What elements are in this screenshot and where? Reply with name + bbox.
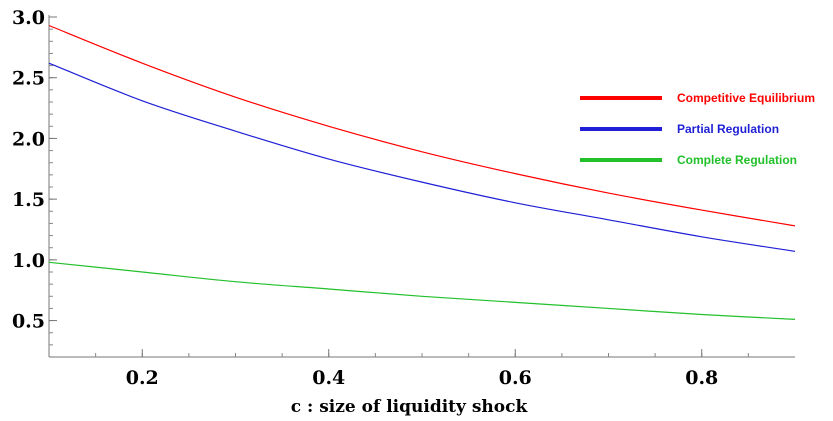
legend-label-partial-regulation: Partial Regulation <box>677 122 779 136</box>
series-line-partial-regulation <box>48 62 796 252</box>
y-tick-label: 0.5 <box>12 311 45 333</box>
y-tick-label: 1.5 <box>12 189 45 211</box>
tick-labels: 0.2 0.4 0.6 0.8 0.5 1.0 1.5 2.0 2.5 3.0 <box>12 7 718 389</box>
legend-label-competitive-equilibrium: Competitive Equilibrium <box>677 91 815 105</box>
legend-label-complete-regulation: Complete Regulation <box>677 153 797 167</box>
x-tick-label: 0.8 <box>685 367 718 389</box>
series-line-competitive-equilibrium <box>48 24 796 227</box>
y-tick-label: 3.0 <box>12 7 45 29</box>
axes <box>48 15 795 358</box>
y-tick-label: 2.5 <box>12 68 45 90</box>
x-tick-label: 0.4 <box>312 367 345 389</box>
legend: Competitive Equilibrium Partial Regulatio… <box>580 91 815 167</box>
series-lines <box>48 24 796 320</box>
y-tick-label: 1.0 <box>12 250 45 272</box>
x-axis-label: c : size of liquidity shock <box>291 397 529 417</box>
x-tick-label: 0.6 <box>499 367 532 389</box>
y-tick-label: 2.0 <box>12 128 45 150</box>
series-line-complete-regulation <box>48 261 796 320</box>
x-tick-label: 0.2 <box>126 367 159 389</box>
